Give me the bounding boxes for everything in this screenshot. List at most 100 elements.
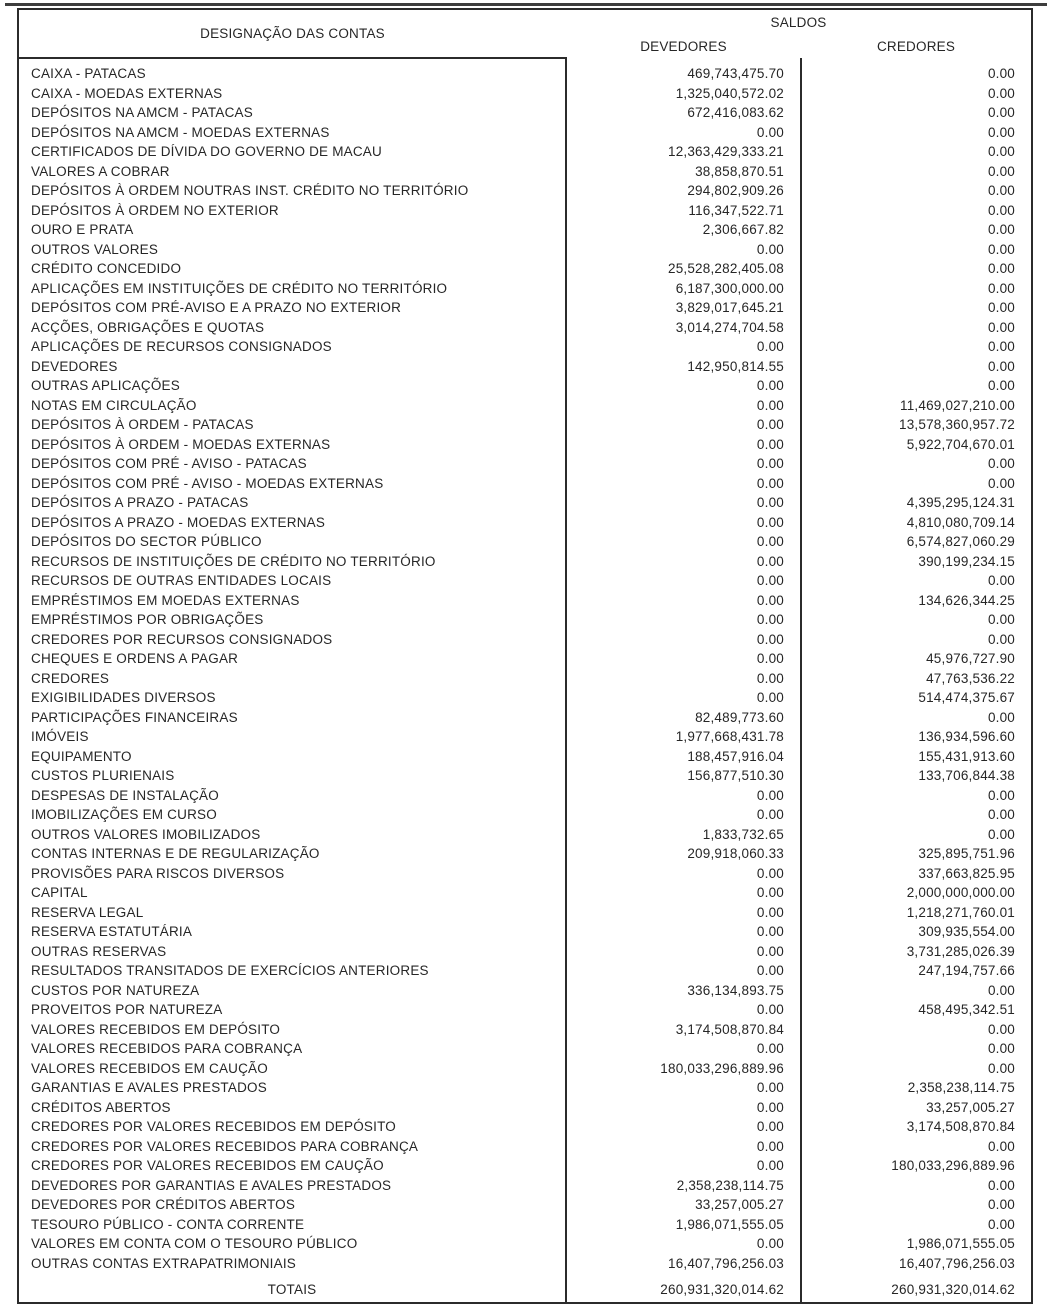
credores-value: 309,935,554.00: [918, 924, 1016, 939]
page-top-rule: [5, 3, 1047, 6]
table-row: DEPÓSITOS NA AMCM - PATACAS 672,416,083.6…: [18, 103, 1032, 123]
table-row: DEPÓSITOS COM PRÉ - AVISO - MOEDAS EXTER…: [18, 473, 1032, 493]
credores-value: 0.00: [987, 573, 1016, 588]
devedores-value: 12,363,429,333.21: [566, 142, 802, 162]
account-name: IMÓVEIS: [18, 727, 567, 747]
devedores-value: 0.00: [566, 629, 802, 649]
account-name: EXIGIBILIDADES DIVERSOS: [18, 688, 567, 708]
credores-value: 337,663,825.95: [918, 865, 1016, 881]
devedores-value: 0.00: [566, 902, 802, 922]
header-row-sub: DEVEDORES CREDORES: [18, 34, 1032, 58]
devedores-value: 0.00: [566, 551, 802, 571]
account-name: RESULTADOS TRANSITADOS DE EXERCÍCIOS ANT…: [18, 961, 567, 981]
table-row: RESULTADOS TRANSITADOS DE EXERCÍCIOS ANT…: [18, 961, 1032, 981]
credores-value: 180,033,296,889.96: [891, 1158, 1016, 1173]
account-name: OUTROS VALORES: [18, 239, 567, 259]
table-row: VALORES RECEBIDOS EM DEPÓSITO 3,174,508,8…: [18, 1019, 1032, 1039]
credores-value: 0.00: [987, 280, 1016, 296]
devedores-value: 25,528,282,405.08: [566, 259, 802, 279]
account-name: PROVEITOS POR NATUREZA: [18, 1000, 567, 1020]
totals-devedores-value: 260,931,320,014.62: [566, 1276, 802, 1303]
devedores-value: 0.00: [566, 785, 802, 805]
table-row: APLICAÇÕES DE RECURSOS CONSIGNADOS 0.00 0.…: [18, 337, 1032, 357]
devedores-value: 469,743,475.70: [566, 58, 802, 84]
table-row: VALORES EM CONTA COM O TESOURO PÚBLICO 0.…: [18, 1234, 1032, 1254]
credores-value: 4,810,080,709.14: [906, 514, 1016, 530]
account-name: DEPÓSITOS A PRAZO - PATACAS: [18, 493, 567, 513]
account-name: DEVEDORES POR GARANTIAS E AVALES PRESTAD…: [18, 1175, 567, 1195]
table-row: EMPRÉSTIMOS EM MOEDAS EXTERNAS 0.00 134,62…: [18, 590, 1032, 610]
devedores-value: 0.00: [566, 961, 802, 981]
devedores-value: 0.00: [566, 610, 802, 630]
credores-value: 0.00: [987, 378, 1016, 393]
table-row: DEPÓSITOS À ORDEM NOUTRAS INST. CRÉDITO …: [18, 181, 1032, 201]
devedores-value: 672,416,083.62: [566, 103, 802, 123]
account-name: DEPÓSITOS À ORDEM NO EXTERIOR: [18, 200, 567, 220]
devedores-value: 0.00: [566, 122, 802, 142]
account-name: VALORES RECEBIDOS PARA COBRANÇA: [18, 1039, 567, 1059]
table-row: CAPITAL 0.00 2,000,000,000.00: [18, 883, 1032, 903]
devedores-value: 142,950,814.55: [566, 356, 802, 376]
credores-value: 0.00: [987, 475, 1016, 491]
credores-value: 0.00: [987, 982, 1016, 998]
table-row: CRÉDITO CONCEDIDO 25,528,282,405.08 0.00: [18, 259, 1032, 279]
account-name: VALORES RECEBIDOS EM CAUÇÃO: [18, 1058, 567, 1078]
header-devedores: DEVEDORES: [640, 38, 727, 54]
devedores-value: 180,033,296,889.96: [566, 1058, 802, 1078]
table-row: DEPÓSITOS COM PRÉ - AVISO - PATACAS 0.00 0…: [18, 454, 1032, 474]
credores-value: 1,218,271,760.01: [906, 904, 1016, 920]
credores-value: 0.00: [987, 1177, 1016, 1193]
account-name: VALORES RECEBIDOS EM DEPÓSITO: [18, 1019, 567, 1039]
header-credores: CREDORES: [876, 38, 956, 54]
table-row: DEPÓSITOS À ORDEM NO EXTERIOR 116,347,522…: [18, 200, 1032, 220]
account-name: DEPÓSITOS COM PRÉ - AVISO - MOEDAS EXTER…: [18, 473, 567, 493]
credores-value: 325,895,751.96: [918, 846, 1016, 861]
devedores-value: 33,257,005.27: [566, 1195, 802, 1215]
account-name: APLICAÇÕES EM INSTITUIÇÕES DE CRÉDITO NO…: [18, 278, 567, 298]
account-name: CREDORES POR VALORES RECEBIDOS PARA COBR…: [18, 1136, 567, 1156]
devedores-value: 336,134,893.75: [566, 980, 802, 1000]
devedores-value: 116,347,522.71: [566, 200, 802, 220]
credores-value: 0.00: [987, 1197, 1016, 1212]
table-row: OURO E PRATA 2,306,667.82 0.00: [18, 220, 1032, 240]
devedores-value: 0.00: [566, 512, 802, 532]
table-row: PROVISÕES PARA RISCOS DIVERSOS 0.00 337,66…: [18, 863, 1032, 883]
credores-value: 0.00: [987, 612, 1016, 627]
table-row: DEVEDORES POR CRÉDITOS ABERTOS 33,257,005…: [18, 1195, 1032, 1215]
table-row: CAIXA - PATACAS 469,743,475.70 0.00: [18, 58, 1032, 84]
table-row: DEPÓSITOS NA AMCM - MOEDAS EXTERNAS 0.00 0…: [18, 122, 1032, 142]
devedores-value: 6,187,300,000.00: [566, 278, 802, 298]
devedores-value: 0.00: [566, 395, 802, 415]
credores-value: 47,763,536.22: [926, 670, 1016, 686]
credores-value: 133,706,844.38: [918, 768, 1016, 783]
table-row: CUSTOS POR NATUREZA 336,134,893.75 0.00: [18, 980, 1032, 1000]
credores-value: 0.00: [987, 319, 1016, 335]
devedores-value: 0.00: [566, 1097, 802, 1117]
devedores-value: 0.00: [566, 415, 802, 435]
account-name: RECURSOS DE INSTITUIÇÕES DE CRÉDITO NO T…: [18, 551, 567, 571]
table-row: PARTICIPAÇÕES FINANCEIRAS 82,489,773.60 0.…: [18, 707, 1032, 727]
credores-value: 0.00: [987, 1138, 1016, 1154]
account-name: NOTAS EM CIRCULAÇÃO: [18, 395, 567, 415]
account-name: APLICAÇÕES DE RECURSOS CONSIGNADOS: [18, 337, 567, 357]
table-row: VALORES RECEBIDOS EM CAUÇÃO 180,033,296,8…: [18, 1058, 1032, 1078]
account-name: VALORES A COBRAR: [18, 161, 567, 181]
credores-value: 0.00: [987, 124, 1016, 140]
header-saldos: SALDOS: [770, 14, 827, 30]
account-name: OUTROS VALORES IMOBILIZADOS: [18, 824, 567, 844]
account-name: CERTIFICADOS DE DÍVIDA DO GOVERNO DE MAC…: [18, 142, 567, 162]
table-row: OUTRAS CONTAS EXTRAPATRIMONIAIS 16,407,79…: [18, 1253, 1032, 1276]
table-row: CHEQUES E ORDENS A PAGAR 0.00 45,976,727.9…: [18, 649, 1032, 669]
table-row: ACÇÕES, OBRIGAÇÕES E QUOTAS 3,014,274,704…: [18, 317, 1032, 337]
devedores-value: 0.00: [566, 571, 802, 591]
table-row: RESERVA ESTATUTÁRIA 0.00 309,935,554.00: [18, 922, 1032, 942]
account-name: DEPÓSITOS COM PRÉ - AVISO - PATACAS: [18, 454, 567, 474]
table-row: CREDORES POR RECURSOS CONSIGNADOS 0.00 0.0…: [18, 629, 1032, 649]
account-name: CREDORES POR VALORES RECEBIDOS EM CAUÇÃO: [18, 1156, 567, 1176]
account-name: OUTRAS APLICAÇÕES: [18, 376, 567, 396]
devedores-value: 1,977,668,431.78: [566, 727, 802, 747]
devedores-value: 3,829,017,645.21: [566, 298, 802, 318]
table-row: DEPÓSITOS DO SECTOR PÚBLICO 0.00 6,574,827…: [18, 532, 1032, 552]
devedores-value: 0.00: [566, 1156, 802, 1176]
